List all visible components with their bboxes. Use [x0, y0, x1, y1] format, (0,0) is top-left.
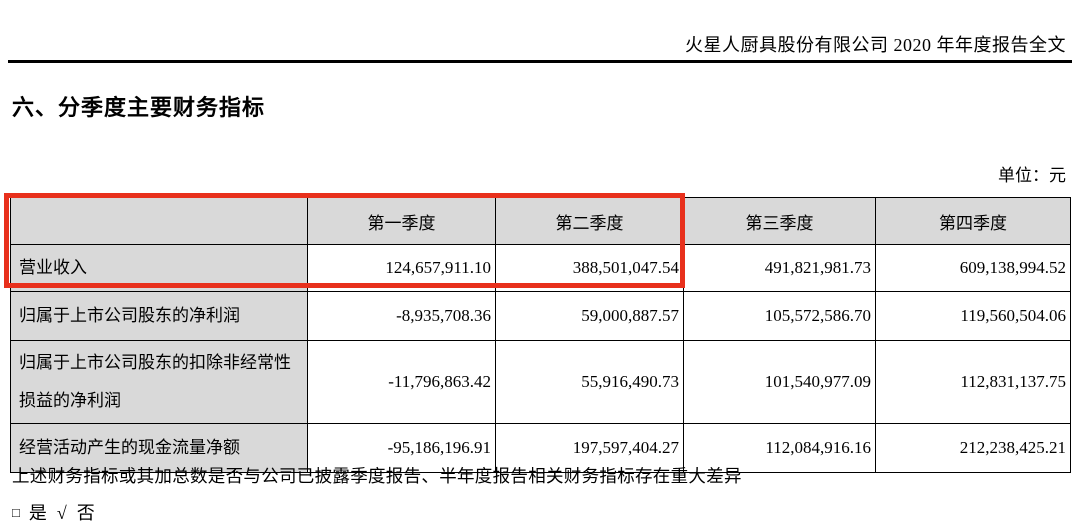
table-row-non-recurring-net-profit: 归属于上市公司股东的扣除非经常性损益的净利润 -11,796,863.42 55…	[10, 340, 1071, 424]
header-divider	[8, 60, 1072, 63]
column-header-q1: 第一季度	[307, 197, 496, 245]
check-mark-icon: √	[56, 503, 67, 523]
cell-value: 197,597,404.27	[495, 423, 684, 473]
yes-label: 是	[28, 503, 47, 523]
table-header-row: 第一季度 第二季度 第三季度 第四季度	[10, 197, 1071, 245]
cell-value: 609,138,994.52	[875, 244, 1071, 292]
cell-value: 212,238,425.21	[875, 423, 1071, 473]
quarterly-financials-table: 第一季度 第二季度 第三季度 第四季度 营业收入 124,657,911.10 …	[10, 197, 1071, 473]
table-row-operating-cash-flow: 经营活动产生的现金流量净额 -95,186,196.91 197,597,404…	[10, 423, 1071, 473]
cell-value: 112,831,137.75	[875, 340, 1071, 424]
column-header-blank	[10, 197, 308, 245]
answer-line: □ 是 √ 否	[12, 499, 105, 525]
section-title: 六、分季度主要财务指标	[12, 95, 266, 120]
column-header-q3: 第三季度	[683, 197, 876, 245]
cell-value: 491,821,981.73	[683, 244, 876, 292]
column-header-q2: 第二季度	[495, 197, 684, 245]
table-row-revenue: 营业收入 124,657,911.10 388,501,047.54 491,8…	[10, 244, 1071, 292]
column-header-q4: 第四季度	[875, 197, 1071, 245]
cell-value: 105,572,586.70	[683, 291, 876, 341]
row-label: 营业收入	[10, 244, 308, 292]
checkbox-unchecked-icon: □	[12, 505, 20, 520]
document-header: 火星人厨具股份有限公司 2020 年年度报告全文	[685, 35, 1066, 55]
unit-label: 单位：元	[998, 166, 1066, 185]
no-label: 否	[76, 503, 95, 523]
cell-value: 112,084,916.16	[683, 423, 876, 473]
cell-value: 124,657,911.10	[307, 244, 496, 292]
row-label: 归属于上市公司股东的扣除非经常性损益的净利润	[10, 340, 308, 424]
cell-value: 119,560,504.06	[875, 291, 1071, 341]
cell-value: 59,000,887.57	[495, 291, 684, 341]
table-row-net-profit: 归属于上市公司股东的净利润 -8,935,708.36 59,000,887.5…	[10, 291, 1071, 341]
cell-value: 101,540,977.09	[683, 340, 876, 424]
row-label: 经营活动产生的现金流量净额	[10, 423, 308, 473]
footnote-text: 上述财务指标或其加总数是否与公司已披露季度报告、半年度报告相关财务指标存在重大差…	[12, 466, 742, 486]
cell-value: -8,935,708.36	[307, 291, 496, 341]
cell-value: -11,796,863.42	[307, 340, 496, 424]
cell-value: 388,501,047.54	[495, 244, 684, 292]
row-label: 归属于上市公司股东的净利润	[10, 291, 308, 341]
cell-value: 55,916,490.73	[495, 340, 684, 424]
